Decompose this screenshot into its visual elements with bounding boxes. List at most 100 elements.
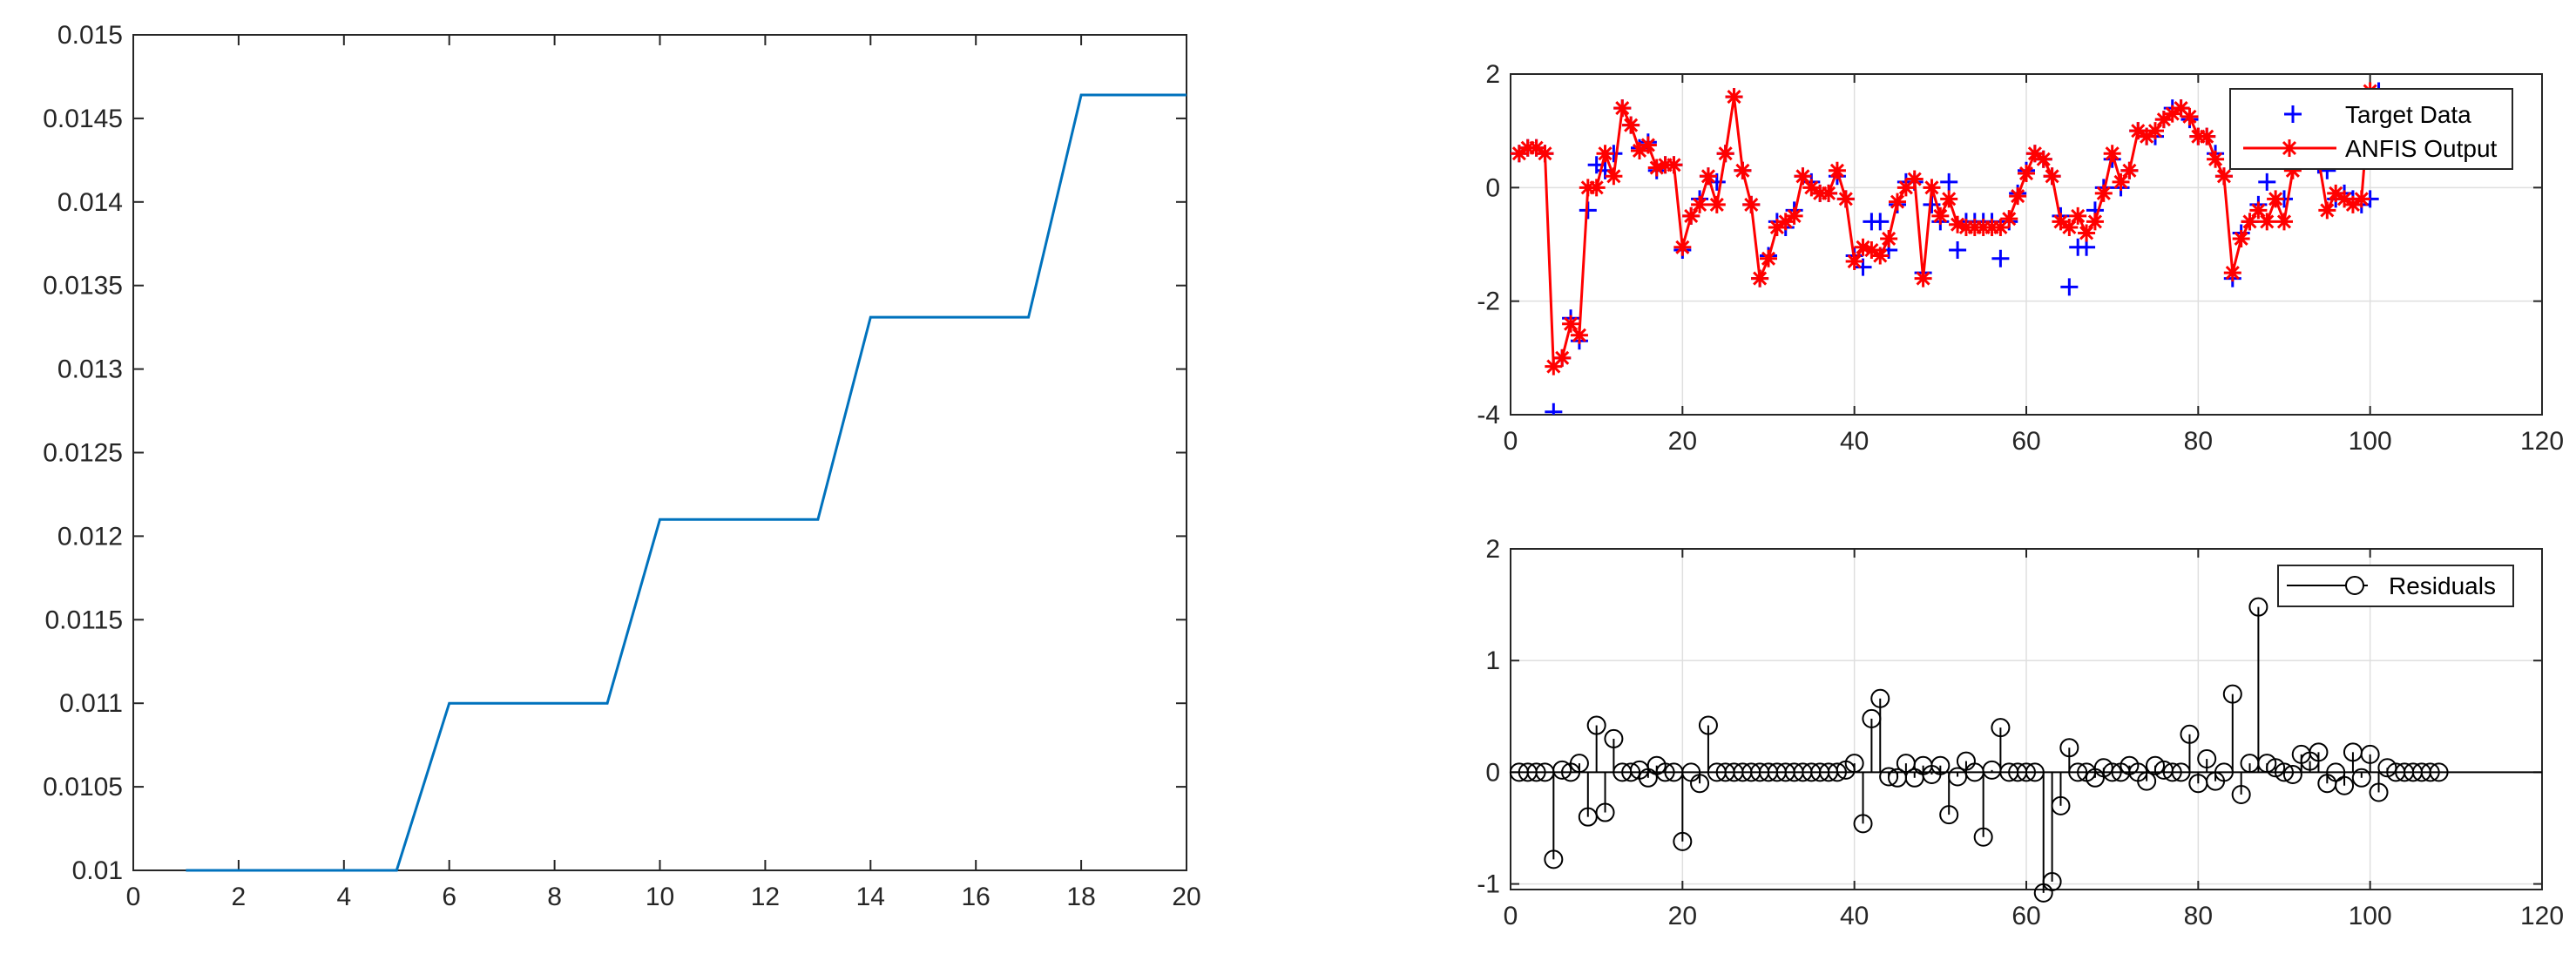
y-tick-label: 0.011 xyxy=(59,689,123,718)
anfis-point xyxy=(2318,201,2336,220)
anfis-point xyxy=(1673,238,1692,256)
residual-marker xyxy=(1586,715,1606,735)
target-point xyxy=(1949,241,1967,260)
residual-marker xyxy=(2180,724,2200,744)
anfis-point xyxy=(1794,167,1812,186)
x-tick-label: 12 xyxy=(751,883,780,911)
residual-marker xyxy=(2309,742,2329,762)
residual-marker xyxy=(2420,762,2440,782)
residual-marker xyxy=(2360,744,2380,764)
anfis-point xyxy=(2000,210,2018,228)
residual-marker xyxy=(2068,762,2088,782)
residual-marker xyxy=(2282,764,2302,784)
residual-marker xyxy=(1853,814,1873,834)
anfis-point xyxy=(2232,229,2250,247)
x-tick-label: 20 xyxy=(1172,883,1200,911)
anfis-point xyxy=(2052,213,2070,231)
anfis-point xyxy=(2275,213,2293,231)
anfis-point xyxy=(2163,105,2181,123)
residual-marker xyxy=(2266,758,2286,778)
residual-marker xyxy=(2335,775,2355,795)
anfis-point xyxy=(2154,111,2173,129)
residual-marker xyxy=(2162,762,2182,782)
y-tick-label: 0.0145 xyxy=(43,105,123,133)
residual-marker xyxy=(2093,758,2113,778)
x-tick-label: 80 xyxy=(2184,902,2213,930)
series-line xyxy=(186,93,1187,872)
anfis-point xyxy=(2069,206,2087,225)
anfis-point xyxy=(1716,145,1734,163)
residual-marker xyxy=(2059,738,2079,758)
anfis-comparison-chart: 0 20 40 60 80 100 120 -4 -2 0 2 Target Data ANFIS Ou… xyxy=(1477,60,2564,456)
anfis-point xyxy=(1647,159,1666,177)
anfis-point xyxy=(1914,269,1932,288)
anfis-point xyxy=(1991,218,2010,236)
anfis-point xyxy=(1863,241,1881,260)
anfis-point xyxy=(1776,213,1795,231)
anfis-point xyxy=(1545,357,1563,376)
residual-marker xyxy=(1870,688,1890,708)
x-tick-label: 16 xyxy=(962,883,991,911)
x-tick-label: 40 xyxy=(1840,902,1869,930)
anfis-point xyxy=(1836,190,1855,208)
y-tick-label: -1 xyxy=(1477,870,1500,899)
anfis-point xyxy=(2018,165,2035,183)
anfis-point xyxy=(1691,195,1709,213)
x-tick-label: 40 xyxy=(1840,427,1869,456)
anfis-point xyxy=(1889,193,1906,211)
x-tick-label: 120 xyxy=(2520,902,2564,930)
y-tick-label: 0.0115 xyxy=(44,606,123,634)
legend-residual-label: Residuals xyxy=(2389,572,2496,599)
x-tick-label: 6 xyxy=(442,883,456,911)
step-chart: 0 2 4 6 8 10 12 14 16 18 20 0.01 0.0105 0.011 0.0115 0.… xyxy=(43,21,1200,911)
legend: Target Data ANFIS Output xyxy=(2229,88,2513,170)
anfis-point xyxy=(1828,161,1846,179)
y-tick-label: 0.0125 xyxy=(43,439,123,468)
anfis-point xyxy=(2172,99,2190,118)
residual-marker xyxy=(1526,762,1546,782)
anfis-point xyxy=(2078,224,2096,242)
anfis-point xyxy=(1682,206,1700,225)
y-tick-label: 0.0135 xyxy=(43,272,123,301)
anfis-point xyxy=(2267,190,2285,208)
target-point xyxy=(2258,173,2276,191)
residual-marker xyxy=(1844,754,1864,774)
anfis-point xyxy=(1622,116,1640,134)
anfis-point xyxy=(1940,190,1958,208)
anfis-point xyxy=(2009,187,2027,206)
y-tick-label: 0.015 xyxy=(57,21,123,50)
residual-marker xyxy=(1698,715,1718,735)
anfis-point xyxy=(1905,170,1924,188)
residual-marker xyxy=(1690,774,1710,794)
anfis-point xyxy=(2043,167,2061,186)
residual-marker xyxy=(2429,762,2449,782)
x-tick-label: 20 xyxy=(1668,427,1697,456)
x-tick-label: 4 xyxy=(336,883,351,911)
y-tick-label: -2 xyxy=(1477,288,1500,316)
x-tick-label: 60 xyxy=(2011,427,2040,456)
anfis-point xyxy=(2138,127,2156,145)
anfis-point xyxy=(2094,184,2113,202)
x-tick-label: 100 xyxy=(2349,902,2392,930)
x-tick-label: 0 xyxy=(1504,427,1518,456)
target-point xyxy=(1991,249,2010,267)
anfis-point xyxy=(1734,161,1752,179)
target-point xyxy=(1545,403,1563,415)
x-tick-label: 2 xyxy=(232,883,247,911)
anfis-point xyxy=(2283,161,2302,179)
anfis-point xyxy=(1605,167,1623,186)
anfis-point xyxy=(2249,201,2268,220)
residual-marker xyxy=(2042,872,2062,892)
residual-marker xyxy=(2017,762,2036,782)
anfis-point xyxy=(2336,190,2354,208)
residual-marker xyxy=(2377,758,2397,778)
anfis-point xyxy=(1613,99,1632,118)
anfis-point xyxy=(1639,136,1657,154)
anfis-point xyxy=(1760,249,1777,267)
y-tick-label: -4 xyxy=(1477,401,1500,430)
residual-marker xyxy=(2051,795,2071,815)
anfis-point xyxy=(1845,253,1863,271)
residual-marker xyxy=(1604,728,1624,748)
anfis-point xyxy=(1665,156,1683,174)
